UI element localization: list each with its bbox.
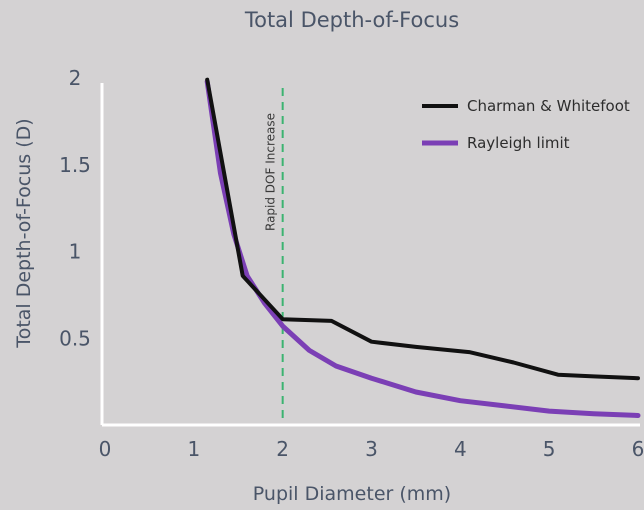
legend-label: Charman & Whitefoot [467, 97, 630, 115]
y-tick-label: 0.5 [59, 326, 91, 350]
y-tick-label: 2 [69, 66, 82, 90]
y-tick-label: 1 [69, 240, 82, 264]
x-tick-labels: 0 1 2 3 4 5 6 [99, 437, 644, 461]
x-tick-label: 1 [187, 437, 200, 461]
legend: Charman & Whitefoot Rayleigh limit [422, 97, 630, 152]
series-lines [204, 77, 641, 418]
annotation-label: Rapid DOF Increase [264, 113, 278, 231]
x-tick-label: 6 [632, 437, 644, 461]
y-tick-labels: 0.5 1 1.5 2 [59, 66, 91, 350]
y-axis-title: Total Depth-of-Focus (D) [13, 118, 35, 348]
annotations: Rapid DOF Increase [264, 88, 284, 423]
x-tick-label: 5 [543, 437, 556, 461]
series-line [205, 77, 640, 381]
y-tick-label: 1.5 [59, 153, 91, 177]
chart-title: Total Depth-of-Focus [244, 8, 459, 32]
x-tick-label: 0 [99, 437, 112, 461]
x-tick-label: 2 [276, 437, 289, 461]
x-axis-title: Pupil Diameter (mm) [253, 483, 451, 505]
x-tick-label: 4 [454, 437, 467, 461]
legend-label: Rayleigh limit [467, 134, 570, 152]
x-tick-label: 3 [365, 437, 378, 461]
